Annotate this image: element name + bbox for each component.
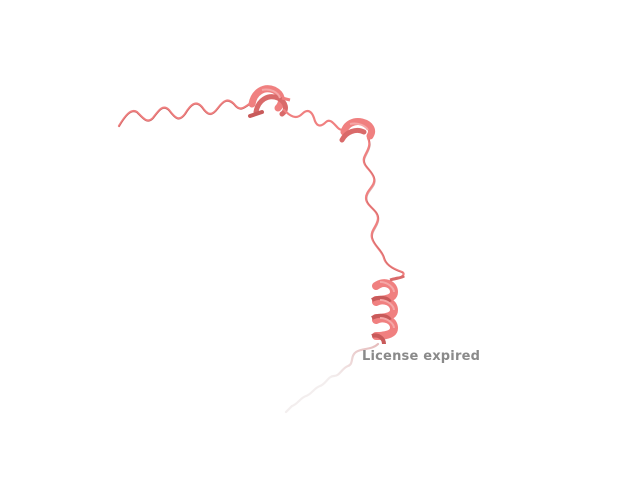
helix-2 [339,118,376,143]
coil-segment-3 [362,136,405,280]
coil-segment-n-terminal [117,99,254,128]
coil-segment-c-terminal [284,342,380,414]
helix-3 [371,274,406,345]
coil-segment-2 [282,108,350,131]
helix-1 [248,85,291,118]
license-watermark: License expired [362,349,481,364]
